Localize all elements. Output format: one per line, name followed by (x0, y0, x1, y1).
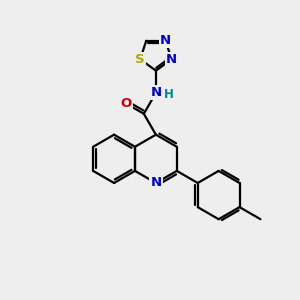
Text: S: S (135, 53, 145, 66)
Text: N: N (150, 86, 161, 99)
Text: O: O (120, 97, 132, 110)
Text: N: N (160, 34, 171, 47)
Text: N: N (166, 53, 177, 66)
Text: N: N (150, 176, 161, 190)
Text: H: H (164, 88, 174, 100)
